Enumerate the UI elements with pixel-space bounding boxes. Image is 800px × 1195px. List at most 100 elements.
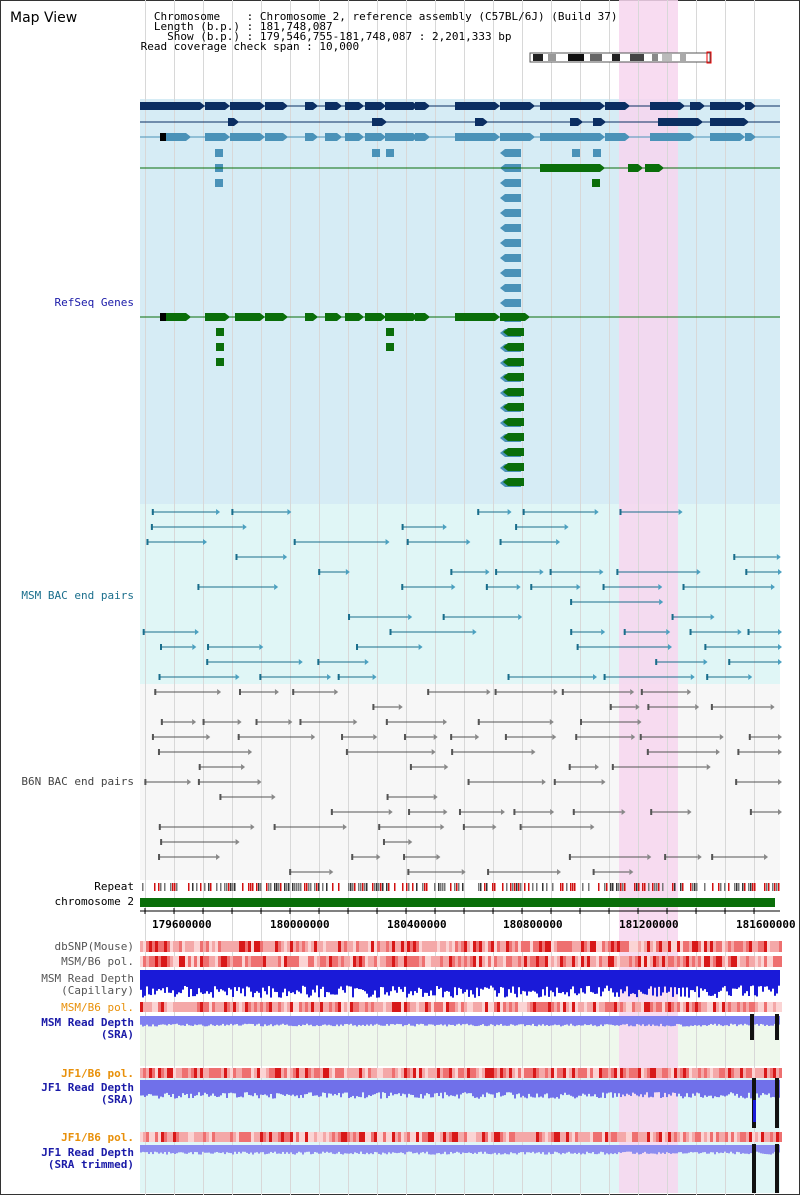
depth-bar [428, 970, 430, 996]
depth-bar [354, 1080, 356, 1099]
bac-end [389, 629, 392, 635]
polymorphism-cell [386, 956, 389, 967]
polymorphism-cell [380, 1132, 383, 1142]
polymorphism-cell [554, 1068, 557, 1078]
polymorphism-cell [623, 1068, 626, 1078]
depth-bar [628, 1145, 630, 1152]
polymorphism-cell [191, 1132, 194, 1142]
polymorphism-cell [356, 941, 359, 952]
depth-bar [428, 1016, 430, 1025]
exon-block [365, 102, 381, 110]
polymorphism-cell [326, 1002, 329, 1012]
polymorphism-cell [347, 1068, 350, 1078]
label-msm-bac[interactable]: MSM BAC end pairs [21, 589, 134, 602]
gene-arrow [313, 313, 318, 321]
depth-bar [692, 1016, 694, 1026]
polymorphism-cell [410, 941, 413, 952]
depth-bar [542, 1016, 544, 1025]
repeat-mark [354, 883, 356, 891]
polymorphism-cell [239, 1132, 242, 1142]
repeat-mark [598, 883, 600, 891]
bac-end-arrow [549, 719, 554, 725]
polymorphism-cell [506, 1132, 509, 1142]
repeat-mark [574, 883, 576, 891]
depth-bar [716, 970, 718, 998]
depth-bar [224, 970, 226, 992]
polymorphism-cell [575, 941, 578, 952]
depth-bar [668, 1016, 670, 1026]
label-refseq-genes[interactable]: RefSeq Genes [54, 296, 134, 309]
repeat-mark [704, 883, 706, 891]
repeat-mark [776, 883, 778, 891]
polymorphism-cell [692, 1002, 695, 1012]
depth-bar [690, 1145, 692, 1152]
repeat-mark [570, 883, 572, 891]
depth-bar [618, 970, 620, 997]
bac-end [495, 569, 498, 575]
polymorphism-cell [428, 941, 431, 952]
repeat-mark [450, 883, 452, 891]
label-b6n-bac[interactable]: B6N BAC end pairs [21, 775, 134, 788]
polymorphism-cell [758, 1068, 761, 1078]
polymorphism-cell [272, 941, 275, 952]
depth-bar [672, 970, 674, 997]
depth-bar [274, 970, 276, 992]
depth-bar [740, 1145, 742, 1154]
polymorphism-cell [593, 1132, 596, 1142]
grid-line [232, 0, 233, 1195]
polymorphism-cell [350, 1068, 353, 1078]
depth-bar [184, 1016, 186, 1026]
polymorphism-cell [704, 1068, 707, 1078]
repeat-mark [304, 883, 306, 891]
depth-bar [634, 1080, 636, 1094]
gene-arrow [503, 448, 508, 456]
depth-bar [232, 970, 234, 997]
repeat-mark [444, 883, 446, 891]
grid-line [725, 0, 726, 1195]
depth-bar [598, 1016, 600, 1027]
polymorphism-cell [665, 1068, 668, 1078]
depth-bar [530, 1016, 532, 1026]
bac-end-arrow [342, 824, 347, 830]
depth-bar [498, 1145, 500, 1154]
polymorphism-cell [764, 956, 767, 967]
depth-bar [230, 1016, 232, 1024]
depth-bar [642, 1080, 644, 1098]
polymorphism-cell [452, 956, 455, 967]
bac-end-arrow [778, 644, 782, 650]
repeat-mark [232, 883, 234, 891]
bac-end [640, 689, 643, 695]
polymorphism-cell [335, 1002, 338, 1012]
polymorphism-cell [764, 1132, 767, 1142]
polymorphism-cell [428, 1068, 431, 1078]
depth-bar [290, 1145, 292, 1153]
depth-bar [296, 970, 298, 991]
gene-arrow [313, 102, 318, 110]
polymorphism-cell [257, 956, 260, 967]
polymorphism-cell [608, 1002, 611, 1012]
polymorphism-cell [401, 941, 404, 952]
gene-arrow [200, 102, 205, 110]
depth-bar [756, 1080, 758, 1094]
depth-bar [490, 1080, 492, 1095]
bac-end-arrow [461, 869, 466, 875]
polymorphism-cell [392, 1132, 395, 1142]
depth-bar [588, 1080, 590, 1094]
gene-arrow [283, 102, 288, 110]
polymorphism-cell [176, 1068, 179, 1078]
exon-block [645, 164, 659, 172]
exon-block [325, 102, 337, 110]
depth-bar [266, 970, 268, 995]
depth-bar [250, 1145, 252, 1153]
polymorphism-cell [467, 1068, 470, 1078]
exon-block [628, 164, 638, 172]
repeat-mark [442, 883, 444, 891]
isoform-block [508, 358, 524, 366]
bac-end-arrow [257, 779, 262, 785]
depth-bar [572, 970, 574, 987]
depth-bar [748, 1145, 750, 1155]
polymorphism-cell [539, 956, 542, 967]
depth-bar [690, 970, 692, 991]
depth-bar [696, 1016, 698, 1026]
depth-bar [468, 970, 470, 997]
